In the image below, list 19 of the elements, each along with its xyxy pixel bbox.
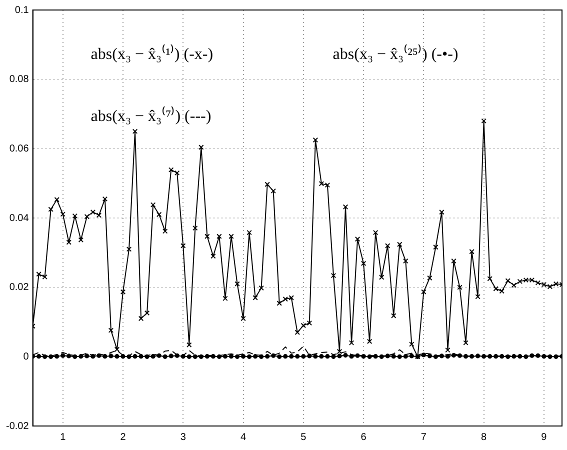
- y-tick-label: 0: [23, 351, 30, 362]
- annotation: abs(x₃ − x̂₃⁽²⁵⁾) (-•-): [332, 44, 458, 64]
- x-tick-label: 6: [360, 432, 367, 443]
- y-tick-label: 0.02: [9, 282, 30, 294]
- x-tick-label: 4: [240, 432, 246, 443]
- annotation: abs(x₃ − x̂₃⁽⁷⁾) (---): [90, 106, 212, 126]
- y-tick-label: 0.04: [9, 212, 30, 224]
- annotation: abs(x₃ − x̂₃⁽¹⁾) (-x-): [90, 44, 214, 64]
- y-tick-label: 0.06: [9, 143, 30, 154]
- y-tick-label: 0.08: [9, 74, 30, 86]
- x-tick-label: 3: [180, 432, 186, 443]
- x-tick-label: 1: [60, 432, 66, 443]
- x-tick-label: 2: [120, 432, 126, 443]
- x-tick-label: 8: [481, 432, 488, 443]
- x-tick-label: 7: [420, 432, 427, 443]
- x-tick-label: 9: [541, 432, 548, 443]
- y-tick-label: 0.1: [14, 4, 30, 16]
- x-tick-label: 5: [300, 432, 307, 443]
- y-tick-label: -0.02: [6, 420, 30, 432]
